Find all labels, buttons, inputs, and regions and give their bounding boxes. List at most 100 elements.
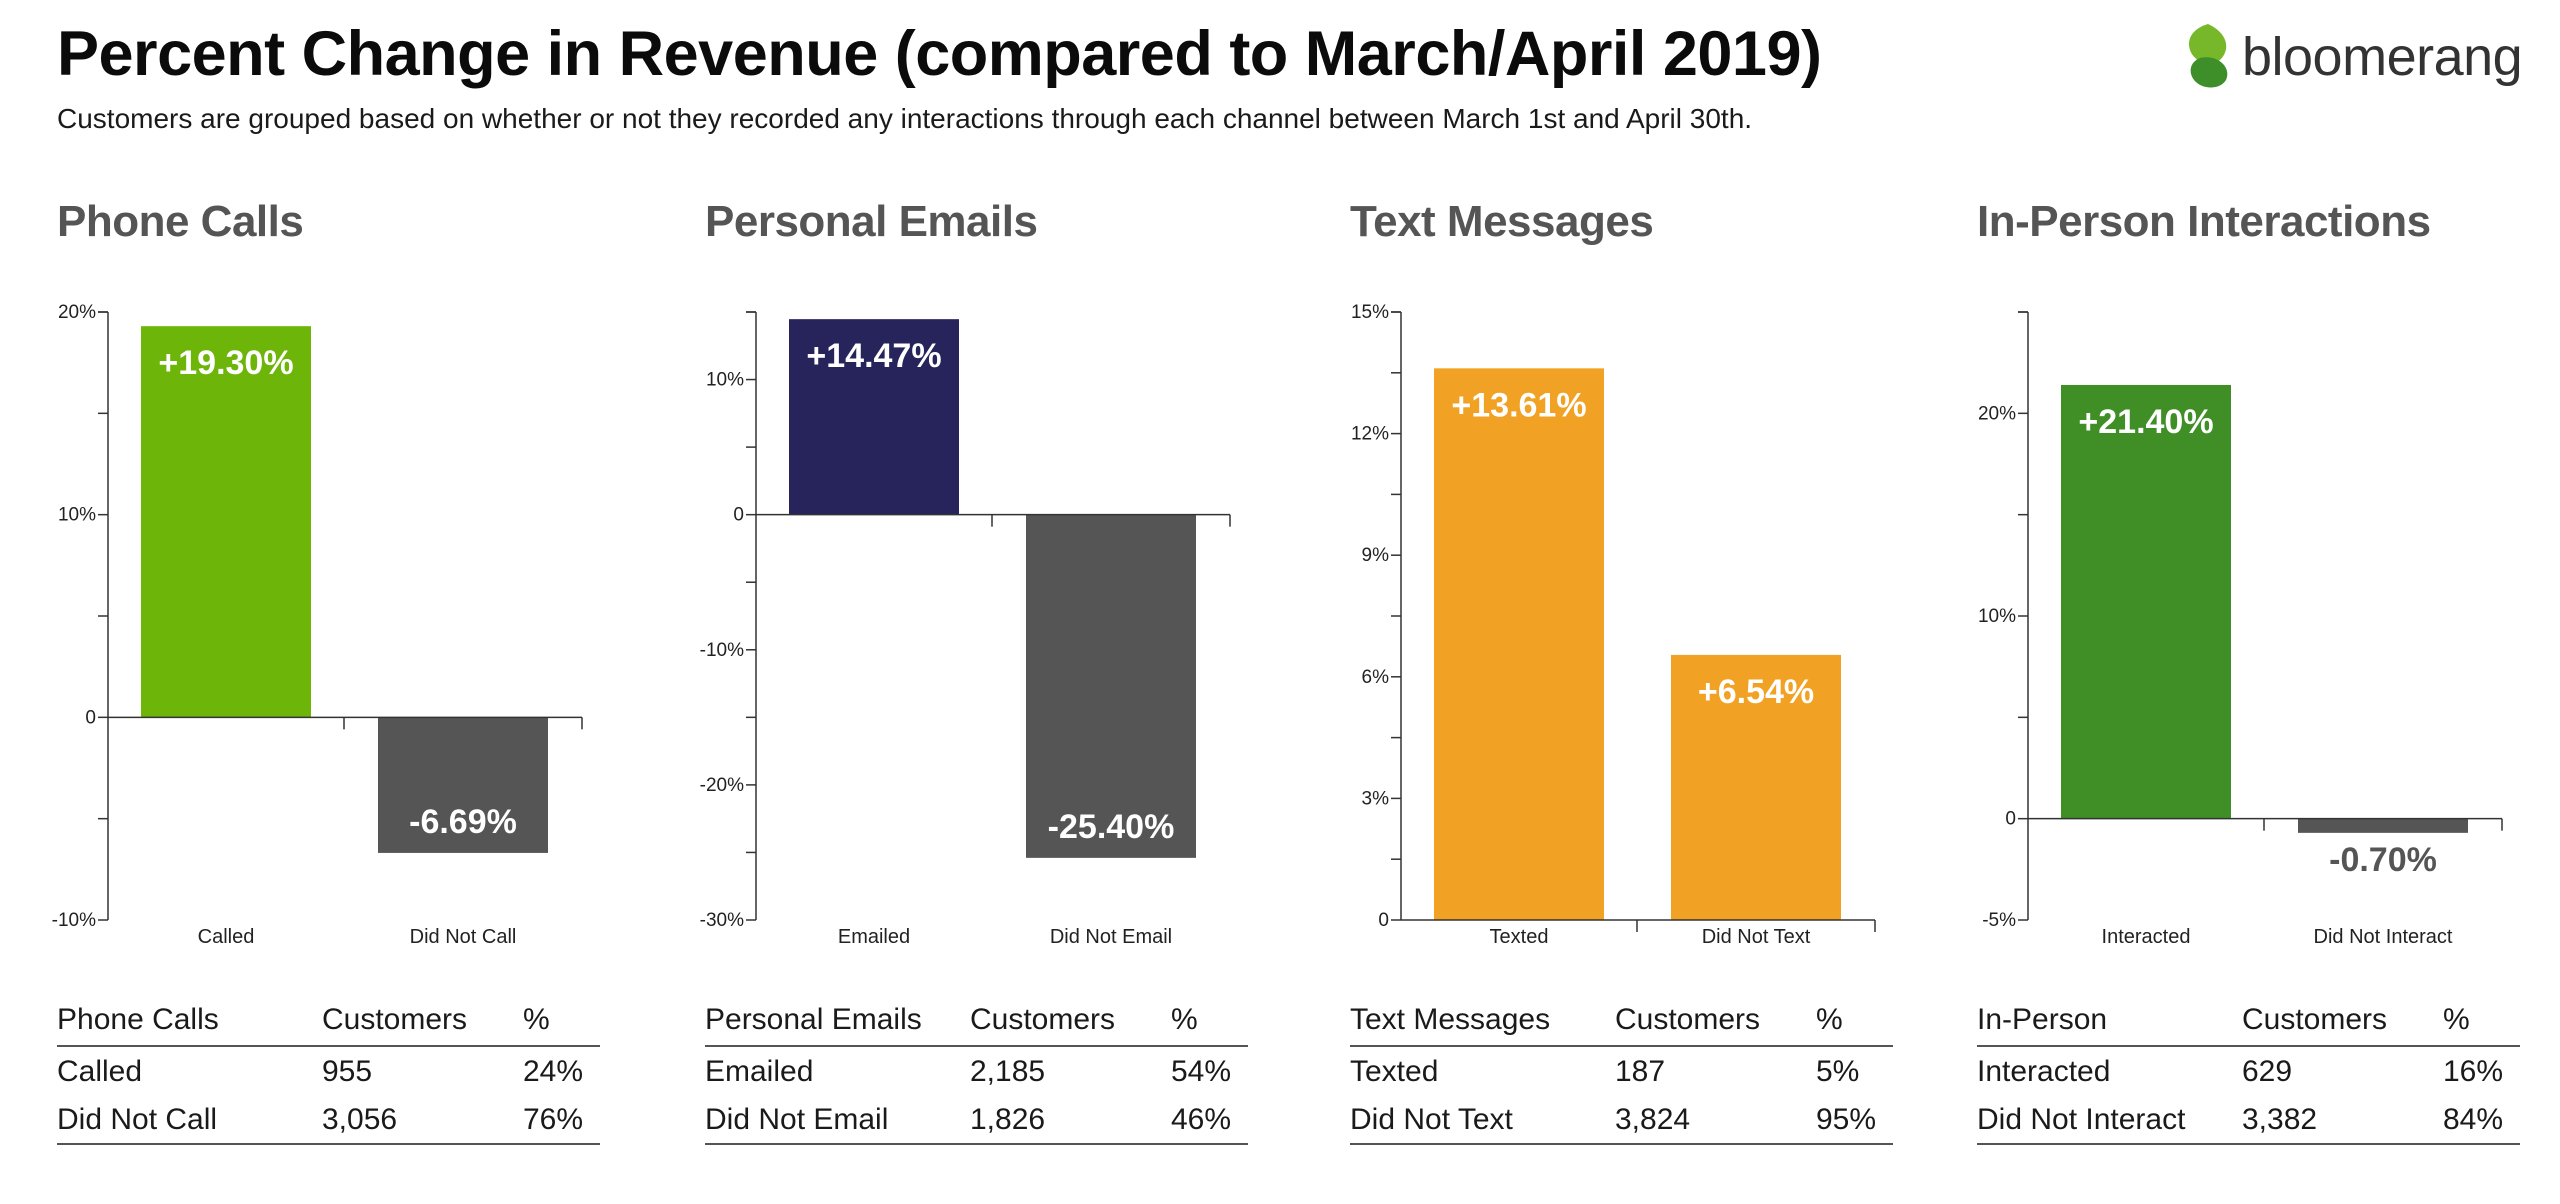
table-header-percent: %: [523, 1003, 550, 1036]
category-label: Emailed: [838, 926, 910, 948]
category-label: Called: [198, 926, 255, 948]
table-cell-customers: 2,185: [970, 1055, 1046, 1088]
bar-value-label: +6.54%: [1698, 673, 1814, 711]
table-cell-customers: 955: [322, 1055, 373, 1088]
panel-title-personal-emails: Personal Emails: [705, 197, 1038, 246]
table-header-channel: Text Messages: [1350, 1003, 1551, 1036]
table-header-customers: Customers: [970, 1003, 1116, 1036]
table-cell-customers: 187: [1615, 1055, 1666, 1088]
table-cell-customers: 3,382: [2242, 1103, 2318, 1136]
bar-texted: [1434, 368, 1604, 921]
y-tick-label: -10%: [700, 640, 744, 661]
table-header-customers: Customers: [1615, 1003, 1761, 1036]
y-tick-label: 20%: [1978, 403, 2016, 424]
chart-phone-calls: +19.30% -6.69% -10% 0 10% 20% Called Did Not Ca…: [52, 302, 583, 948]
y-tick-label: 9%: [1362, 545, 1390, 566]
table-cell-group: Interacted: [1977, 1055, 2111, 1088]
table-cell-group: Texted: [1350, 1055, 1439, 1088]
y-tick-label: -30%: [700, 910, 744, 931]
table-header-channel: Personal Emails: [705, 1003, 922, 1036]
table-text-messages: Text Messages Customers % Texted 187 5% …: [1350, 995, 1893, 1145]
table-header: Text Messages Customers %: [1350, 995, 1893, 1047]
table-header: Personal Emails Customers %: [705, 995, 1248, 1047]
chart-in-person: +21.40% -0.70% -5% 0 10% 20% Interacted Did Not…: [1978, 311, 2503, 948]
table-cell-group: Emailed: [705, 1055, 814, 1088]
bloomerang-logo: bloomerang: [2180, 18, 2540, 98]
category-label: Interacted: [2102, 926, 2191, 948]
bar-value-label: +14.47%: [806, 337, 941, 375]
bar-value-label: +21.40%: [2078, 403, 2213, 441]
y-tick-label: -10%: [52, 910, 96, 931]
table-row: Texted 187 5%: [1350, 1047, 1893, 1095]
panel-title-phone-calls: Phone Calls: [57, 197, 304, 246]
y-tick-label: 10%: [58, 505, 96, 526]
bar-value-label: -25.40%: [1048, 808, 1175, 846]
category-label: Did Not Text: [1702, 926, 1811, 948]
table-header: In-Person Customers %: [1977, 995, 2520, 1047]
page-title: Percent Change in Revenue (compared to M…: [57, 19, 1822, 89]
table-row: Did Not Call 3,056 76%: [57, 1095, 600, 1145]
table-row: Interacted 629 16%: [1977, 1047, 2520, 1095]
table-cell-group: Did Not Call: [57, 1103, 218, 1136]
y-tick-label: 0: [1378, 910, 1389, 931]
y-tick-label: -20%: [700, 775, 744, 796]
logo-text: bloomerang: [2242, 27, 2523, 87]
table-header-percent: %: [1171, 1003, 1198, 1036]
table-row: Did Not Email 1,826 46%: [705, 1095, 1248, 1145]
table-cell-group: Called: [57, 1055, 143, 1088]
table-header-customers: Customers: [2242, 1003, 2388, 1036]
table-cell-percent: 76%: [523, 1103, 584, 1136]
bar-value-label: +19.30%: [158, 344, 293, 382]
table-phone-calls: Phone Calls Customers % Called 955 24% D…: [57, 995, 600, 1145]
bar-value-label: -0.70%: [2329, 841, 2437, 879]
table-row: Emailed 2,185 54%: [705, 1047, 1248, 1095]
category-label: Did Not Email: [1050, 926, 1172, 948]
category-label: Did Not Call: [410, 926, 517, 948]
bar-value-label: -6.69%: [409, 803, 517, 841]
table-header-channel: In-Person: [1977, 1003, 2108, 1036]
chart-personal-emails: +14.47% -25.40% -30% -20% -10% 0 10% Emailed Did…: [700, 311, 1231, 948]
y-tick-label: -5%: [1982, 910, 2016, 931]
y-tick-label: 12%: [1351, 424, 1389, 445]
y-tick-label: 10%: [706, 370, 744, 391]
table-cell-customers: 3,056: [322, 1103, 398, 1136]
table-cell-percent: 95%: [1816, 1103, 1877, 1136]
y-tick-label: 15%: [1351, 302, 1389, 323]
y-tick-label: 0: [2005, 809, 2016, 830]
bar-did-not-text: [1671, 654, 1841, 920]
table-cell-percent: 16%: [2443, 1055, 2504, 1088]
table-header-percent: %: [1816, 1003, 1843, 1036]
y-tick-label: 3%: [1362, 788, 1390, 809]
y-tick-label: 0: [85, 707, 96, 728]
table-cell-group: Did Not Text: [1350, 1103, 1513, 1136]
y-tick-label: 0: [733, 505, 744, 526]
bar-did-not-call: [378, 717, 548, 853]
y-tick-label: 6%: [1362, 667, 1390, 688]
table-cell-percent: 5%: [1816, 1055, 1860, 1088]
bar-did-not-email: [1026, 514, 1196, 858]
page-subtitle: Customers are grouped based on whether o…: [57, 103, 1753, 134]
table-cell-percent: 54%: [1171, 1055, 1232, 1088]
bar-interacted: [2061, 384, 2231, 819]
table-cell-customers: 1,826: [970, 1103, 1046, 1136]
table-cell-percent: 24%: [523, 1055, 584, 1088]
bar-emailed: [789, 319, 959, 515]
panel-title-in-person: In-Person Interactions: [1977, 197, 2431, 246]
category-label: Did Not Interact: [2314, 926, 2453, 948]
table-row: Called 955 24%: [57, 1047, 600, 1095]
table-in-person: In-Person Customers % Interacted 629 16%…: [1977, 995, 2520, 1145]
panel-title-text-messages: Text Messages: [1350, 197, 1654, 246]
category-label: Texted: [1490, 926, 1549, 948]
table-cell-customers: 3,824: [1615, 1103, 1691, 1136]
bar-called: [141, 326, 311, 718]
table-header-percent: %: [2443, 1003, 2470, 1036]
table-header-channel: Phone Calls: [57, 1003, 219, 1036]
table-cell-percent: 46%: [1171, 1103, 1232, 1136]
bar-value-label: +13.61%: [1451, 386, 1586, 424]
leaf-logo-icon: [2188, 24, 2228, 88]
y-tick-label: 10%: [1978, 606, 2016, 627]
table-header: Phone Calls Customers %: [57, 995, 600, 1047]
bar-did-not-interact: [2298, 818, 2468, 833]
table-header-customers: Customers: [322, 1003, 468, 1036]
table-cell-customers: 629: [2242, 1055, 2293, 1088]
